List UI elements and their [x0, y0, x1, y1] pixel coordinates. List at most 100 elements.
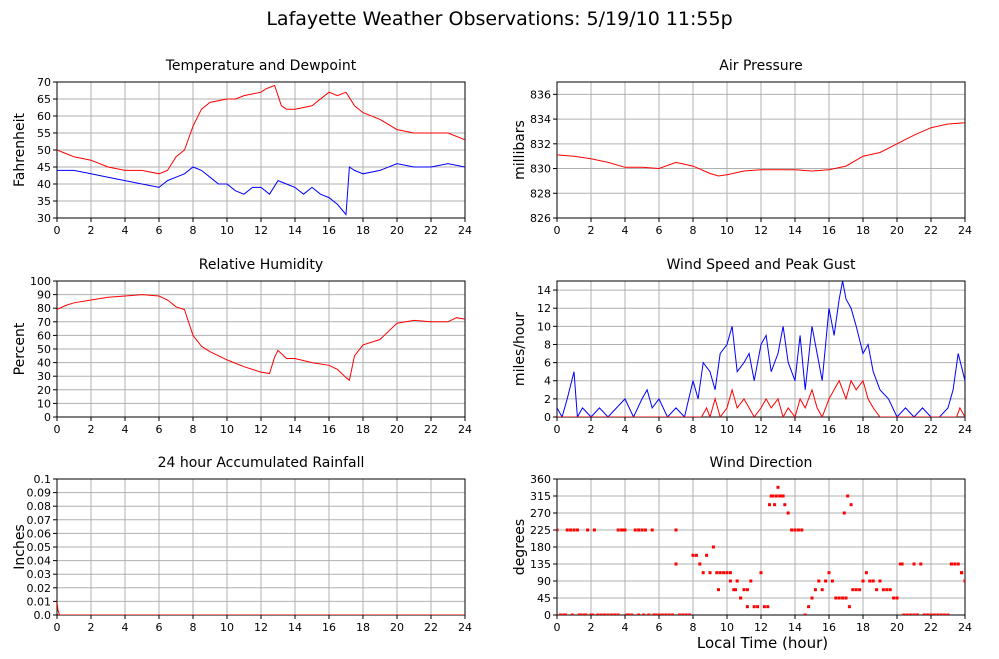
data-point [796, 528, 800, 532]
data-point [919, 562, 923, 566]
y-tick-label: 0.1 [34, 473, 52, 486]
x-tick-label: 24 [458, 224, 472, 237]
x-tick-label: 22 [424, 224, 438, 237]
data-point [616, 528, 620, 532]
data-point [718, 571, 722, 575]
data-point [575, 528, 579, 532]
chart-title: Wind Speed and Peak Gust [667, 257, 856, 273]
data-point [664, 613, 668, 615]
y-tick-label: 45 [37, 161, 51, 174]
data-point [949, 562, 953, 566]
data-point [637, 613, 641, 615]
y-tick-label: 90 [37, 289, 51, 302]
data-point [766, 605, 770, 609]
data-point [774, 494, 778, 498]
x-tick-label: 2 [88, 224, 95, 237]
data-point [762, 605, 766, 609]
y-tick-label: 70 [37, 76, 51, 89]
data-point [640, 528, 644, 532]
x-tick-label: 12 [254, 224, 268, 237]
data-point [677, 613, 681, 615]
data-point [715, 571, 719, 575]
x-tick-label: 6 [656, 621, 663, 634]
x-tick-label: 14 [788, 224, 802, 237]
data-point [878, 579, 882, 583]
x-tick-label: 10 [220, 423, 234, 436]
x-tick-label: 18 [356, 423, 370, 436]
x-tick-label: 12 [254, 621, 268, 634]
data-point [734, 588, 737, 592]
y-tick-label: 4 [544, 375, 551, 388]
x-tick-label: 0 [554, 423, 561, 436]
y-tick-label: 55 [37, 127, 51, 140]
x-tick-label: 8 [190, 621, 197, 634]
data-point [909, 613, 913, 615]
x-tick-label: 20 [890, 423, 904, 436]
data-point [926, 613, 930, 615]
x-tick-label: 2 [88, 423, 95, 436]
data-point [562, 613, 566, 615]
data-point [813, 588, 817, 592]
x-tick-label: 8 [690, 224, 697, 237]
data-point [946, 613, 950, 615]
x-tick-label: 18 [356, 224, 370, 237]
y-tick-label: 40 [37, 357, 51, 370]
data-point [606, 613, 610, 615]
data-point [900, 562, 904, 566]
data-point [667, 613, 671, 615]
y-tick-label: 100 [30, 275, 51, 288]
data-point [616, 613, 620, 615]
x-tick-label: 0 [554, 224, 561, 237]
data-point [642, 613, 646, 615]
x-tick-label: 4 [622, 224, 629, 237]
y-axis-label: degrees [512, 519, 528, 575]
data-point [783, 503, 787, 507]
data-point [657, 613, 661, 615]
data-point [912, 613, 916, 615]
x-tick-label: 10 [220, 621, 234, 634]
y-tick-label: 6 [544, 357, 551, 370]
x-tick-label: 20 [390, 423, 404, 436]
data-point [633, 528, 637, 532]
x-tick-label: 10 [220, 224, 234, 237]
data-point [868, 579, 872, 583]
data-point [929, 613, 933, 615]
data-point [768, 503, 771, 507]
x-tick-label: 16 [322, 621, 336, 634]
data-point [786, 511, 790, 515]
x-tick-label: 24 [958, 224, 972, 237]
data-point [620, 528, 624, 532]
data-point [936, 613, 940, 615]
x-tick-label: 24 [958, 621, 972, 634]
y-tick-label: 315 [530, 490, 551, 503]
chart-title: 24 hour Accumulated Rainfall [158, 455, 365, 471]
data-point [626, 613, 630, 615]
data-point [613, 613, 617, 615]
data-point [895, 596, 899, 600]
data-point [603, 613, 607, 615]
page-title: Lafayette Weather Observations: 5/19/10 … [266, 8, 733, 30]
data-point [688, 613, 692, 615]
y-tick-label: 0 [544, 411, 551, 424]
data-point [776, 485, 780, 489]
y-tick-label: 834 [530, 113, 551, 126]
data-point [888, 588, 892, 592]
data-point [589, 613, 593, 615]
x-tick-label: 8 [190, 423, 197, 436]
series-line-0 [557, 122, 965, 177]
chart-title: Air Pressure [719, 58, 802, 74]
plot-frame [56, 280, 466, 418]
plot-frame [556, 280, 966, 418]
x-tick-label: 12 [754, 621, 768, 634]
y-axis-label: millibars [512, 120, 528, 180]
y-tick-label: 80 [37, 302, 51, 315]
data-point [820, 588, 824, 592]
data-point [871, 579, 875, 583]
data-point [773, 503, 777, 507]
x-tick-label: 14 [288, 224, 302, 237]
data-point [570, 613, 574, 615]
data-point [902, 613, 906, 615]
data-point [759, 571, 763, 575]
x-tick-label: 24 [958, 423, 972, 436]
x-tick-label: 2 [588, 423, 595, 436]
